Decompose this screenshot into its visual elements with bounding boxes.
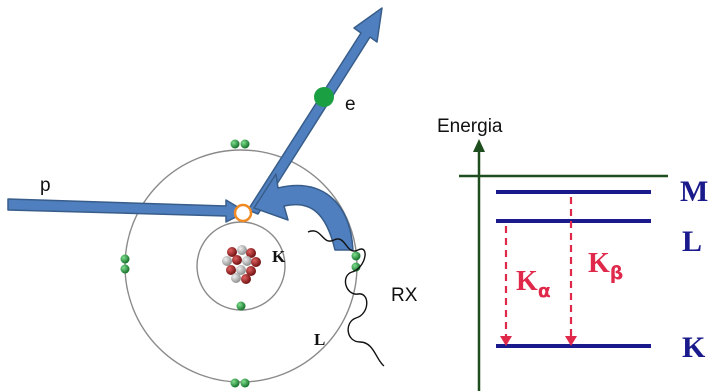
energy-level-diagram: Energia M L K Kα Kβ: [437, 116, 708, 391]
vacancy-hole: [233, 203, 253, 223]
electron-transition-arrow: [253, 173, 354, 251]
level-m-label: M: [680, 175, 708, 208]
energy-axis-arrowhead: [473, 139, 485, 152]
outer-shell-label: L: [314, 330, 325, 349]
incoming-particle-arrow: [7, 198, 247, 223]
incoming-particle-label: p: [40, 175, 51, 196]
xray-wave: [307, 230, 385, 367]
ejected-electron-arrow: [247, 7, 383, 215]
k-beta-label: Kβ: [588, 248, 623, 284]
inner-shell-electron: [236, 301, 246, 311]
ejected-electron-label: e: [345, 94, 356, 115]
atom-model: p e RX K L: [7, 7, 418, 388]
energy-axis-label: Energia: [437, 116, 503, 137]
k-alpha-transition: [500, 226, 512, 346]
k-beta-transition: [565, 197, 577, 346]
xray-label: RX: [391, 285, 418, 306]
k-alpha-label: Kα: [516, 266, 551, 302]
level-l-label: L: [682, 225, 702, 258]
ejected-electron: [314, 87, 334, 107]
outer-shell-electrons: [120, 139, 361, 388]
level-k-label: K: [682, 331, 706, 364]
inner-shell-label: K: [272, 247, 286, 266]
nucleus: [222, 245, 261, 284]
